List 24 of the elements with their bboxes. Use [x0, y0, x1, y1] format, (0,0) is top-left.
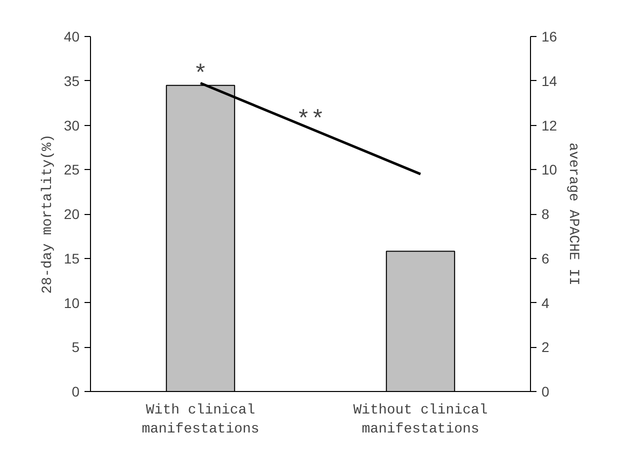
y-tick-label: 5	[72, 339, 80, 356]
y2-tick-label: 16	[542, 28, 558, 44]
y2-tick-label: 10	[542, 162, 558, 178]
y2-tick-label: 2	[542, 339, 550, 356]
y-tick-label: 35	[64, 72, 80, 89]
y2-tick-label: 4	[542, 294, 550, 311]
y-tick-label: 20	[64, 206, 80, 222]
x-tick-label: With clinical manifestations	[142, 402, 260, 438]
y2-axis-title: average APACHE II	[565, 142, 582, 286]
y2-tick-label: 6	[542, 250, 550, 266]
annotation: **	[296, 108, 325, 135]
y-tick-label: 30	[64, 117, 80, 134]
x-tick-label: Without clinical manifestations	[353, 402, 488, 438]
y-tick-label: 0	[72, 384, 80, 400]
y2-tick-label: 0	[542, 384, 550, 400]
y-tick-label: 15	[64, 250, 80, 266]
y-tick-label: 40	[64, 28, 80, 44]
y-tick-label: 10	[64, 294, 80, 311]
annotation: *	[193, 62, 208, 90]
y2-tick-label: 14	[542, 72, 558, 89]
y2-tick-label: 12	[542, 117, 558, 134]
y-tick-label: 25	[64, 162, 80, 178]
y-axis-title: 28-day mortality(%)	[40, 134, 56, 294]
y2-tick-label: 8	[542, 206, 550, 222]
